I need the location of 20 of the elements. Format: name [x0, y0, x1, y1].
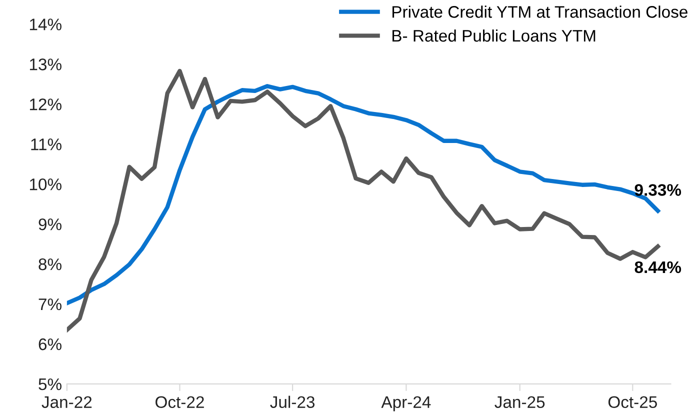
- y-tick-label: 13%: [30, 58, 62, 70]
- x-tick-label: Apr-24: [381, 396, 431, 412]
- legend-label: Private Credit YTM at Transaction Close: [392, 6, 688, 18]
- y-tick-label: 12%: [30, 98, 62, 110]
- x-tick-label: Jan-22: [42, 396, 92, 408]
- y-tick-label: 9%: [38, 218, 62, 230]
- y-tick-label: 7%: [38, 298, 62, 310]
- x-tick-label: Oct-22: [156, 396, 204, 408]
- y-tick-label: 8%: [38, 258, 62, 270]
- y-tick-label: 11%: [31, 138, 62, 150]
- legend-label: B- Rated Public Loans YTM: [392, 29, 596, 42]
- y-tick-label: 10%: [30, 178, 62, 190]
- y-tick-label: 14%: [30, 18, 62, 30]
- annotation: 9.33%: [634, 184, 682, 196]
- x-tick-label: Jan-25: [494, 396, 545, 408]
- y-tick-label: 5%: [38, 378, 62, 390]
- y-tick-label: 6%: [38, 338, 62, 350]
- annotation: 8.44%: [634, 261, 682, 274]
- x-tick-label: Jul-23: [270, 396, 315, 408]
- x-tick-label: Oct-25: [608, 396, 657, 408]
